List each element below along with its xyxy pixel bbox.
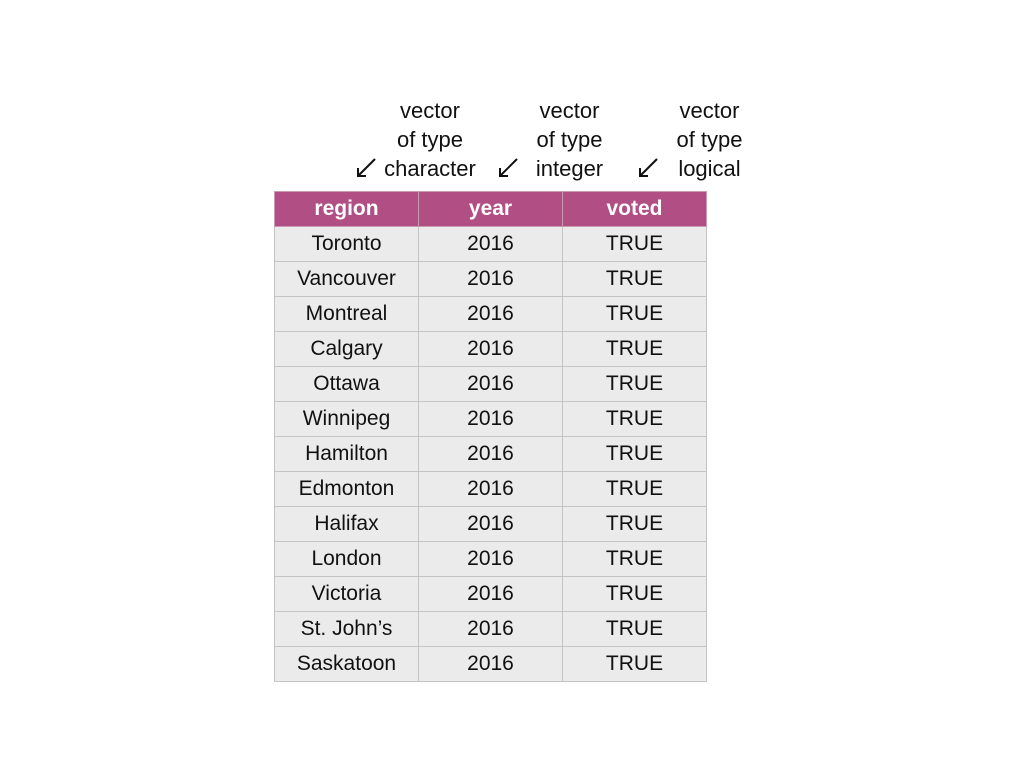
cell-voted: TRUE xyxy=(562,226,707,262)
cell-voted: TRUE xyxy=(562,331,707,367)
table-row: Victoria 2016 TRUE xyxy=(274,576,707,612)
cell-region: Vancouver xyxy=(274,261,419,297)
annotation-line: of type xyxy=(396,127,464,152)
cell-year: 2016 xyxy=(418,331,563,367)
column-header-region: region xyxy=(274,191,419,227)
cell-year: 2016 xyxy=(418,261,563,297)
cell-region: Ottawa xyxy=(274,366,419,402)
annotation-line: vector xyxy=(400,98,460,123)
cell-region: Winnipeg xyxy=(274,401,419,437)
annotation-line: of type xyxy=(536,127,603,152)
cell-voted: TRUE xyxy=(562,471,707,507)
cell-year: 2016 xyxy=(418,401,563,437)
cell-year: 2016 xyxy=(418,611,563,647)
cell-region: Toronto xyxy=(274,226,419,262)
cell-year: 2016 xyxy=(418,471,563,507)
table-row: Ottawa 2016 TRUE xyxy=(274,366,707,402)
annotation-integer: vector of type integer xyxy=(527,96,612,183)
cell-voted: TRUE xyxy=(562,366,707,402)
table-row: Saskatoon 2016 TRUE xyxy=(274,646,707,682)
cell-year: 2016 xyxy=(418,366,563,402)
table-header-row: region year voted xyxy=(274,191,707,227)
cell-voted: TRUE xyxy=(562,261,707,297)
cell-voted: TRUE xyxy=(562,576,707,612)
annotation-line: vector xyxy=(679,98,740,123)
table-row: Calgary 2016 TRUE xyxy=(274,331,707,367)
table-row: Halifax 2016 TRUE xyxy=(274,506,707,542)
annotation-line: logical xyxy=(678,156,741,181)
cell-year: 2016 xyxy=(418,226,563,262)
cell-region: Calgary xyxy=(274,331,419,367)
arrow-down-left-icon xyxy=(499,158,518,177)
arrow-down-left-icon xyxy=(357,158,376,177)
annotation-character: vector of type character xyxy=(376,96,484,183)
cell-voted: TRUE xyxy=(562,541,707,577)
table-row: Edmonton 2016 TRUE xyxy=(274,471,707,507)
column-header-year: year xyxy=(418,191,563,227)
cell-year: 2016 xyxy=(418,296,563,332)
cell-region: Edmonton xyxy=(274,471,419,507)
cell-year: 2016 xyxy=(418,576,563,612)
annotation-line: character xyxy=(384,156,476,181)
cell-voted: TRUE xyxy=(562,436,707,472)
cell-region: Montreal xyxy=(274,296,419,332)
annotation-logical: vector of type logical xyxy=(667,96,752,183)
arrow-down-left-icon xyxy=(639,158,658,177)
cell-voted: TRUE xyxy=(562,506,707,542)
data-table: region year voted Toronto 2016 TRUE Vanc… xyxy=(274,191,707,682)
column-header-voted: voted xyxy=(562,191,707,227)
table-row: London 2016 TRUE xyxy=(274,541,707,577)
table-row: Toronto 2016 TRUE xyxy=(274,226,707,262)
annotation-line: integer xyxy=(535,156,604,181)
cell-year: 2016 xyxy=(418,646,563,682)
table-row: Winnipeg 2016 TRUE xyxy=(274,401,707,437)
table-row: Vancouver 2016 TRUE xyxy=(274,261,707,297)
cell-region: Hamilton xyxy=(274,436,419,472)
cell-region: London xyxy=(274,541,419,577)
table-row: Hamilton 2016 TRUE xyxy=(274,436,707,472)
cell-voted: TRUE xyxy=(562,646,707,682)
cell-voted: TRUE xyxy=(562,401,707,437)
annotation-line: vector xyxy=(539,98,600,123)
table-row: St. John’s 2016 TRUE xyxy=(274,611,707,647)
cell-year: 2016 xyxy=(418,436,563,472)
cell-region: Saskatoon xyxy=(274,646,419,682)
cell-voted: TRUE xyxy=(562,611,707,647)
cell-region: Victoria xyxy=(274,576,419,612)
cell-region: Halifax xyxy=(274,506,419,542)
cell-voted: TRUE xyxy=(562,296,707,332)
annotation-line: of type xyxy=(676,127,743,152)
table-row: Montreal 2016 TRUE xyxy=(274,296,707,332)
cell-year: 2016 xyxy=(418,541,563,577)
cell-region: St. John’s xyxy=(274,611,419,647)
cell-year: 2016 xyxy=(418,506,563,542)
